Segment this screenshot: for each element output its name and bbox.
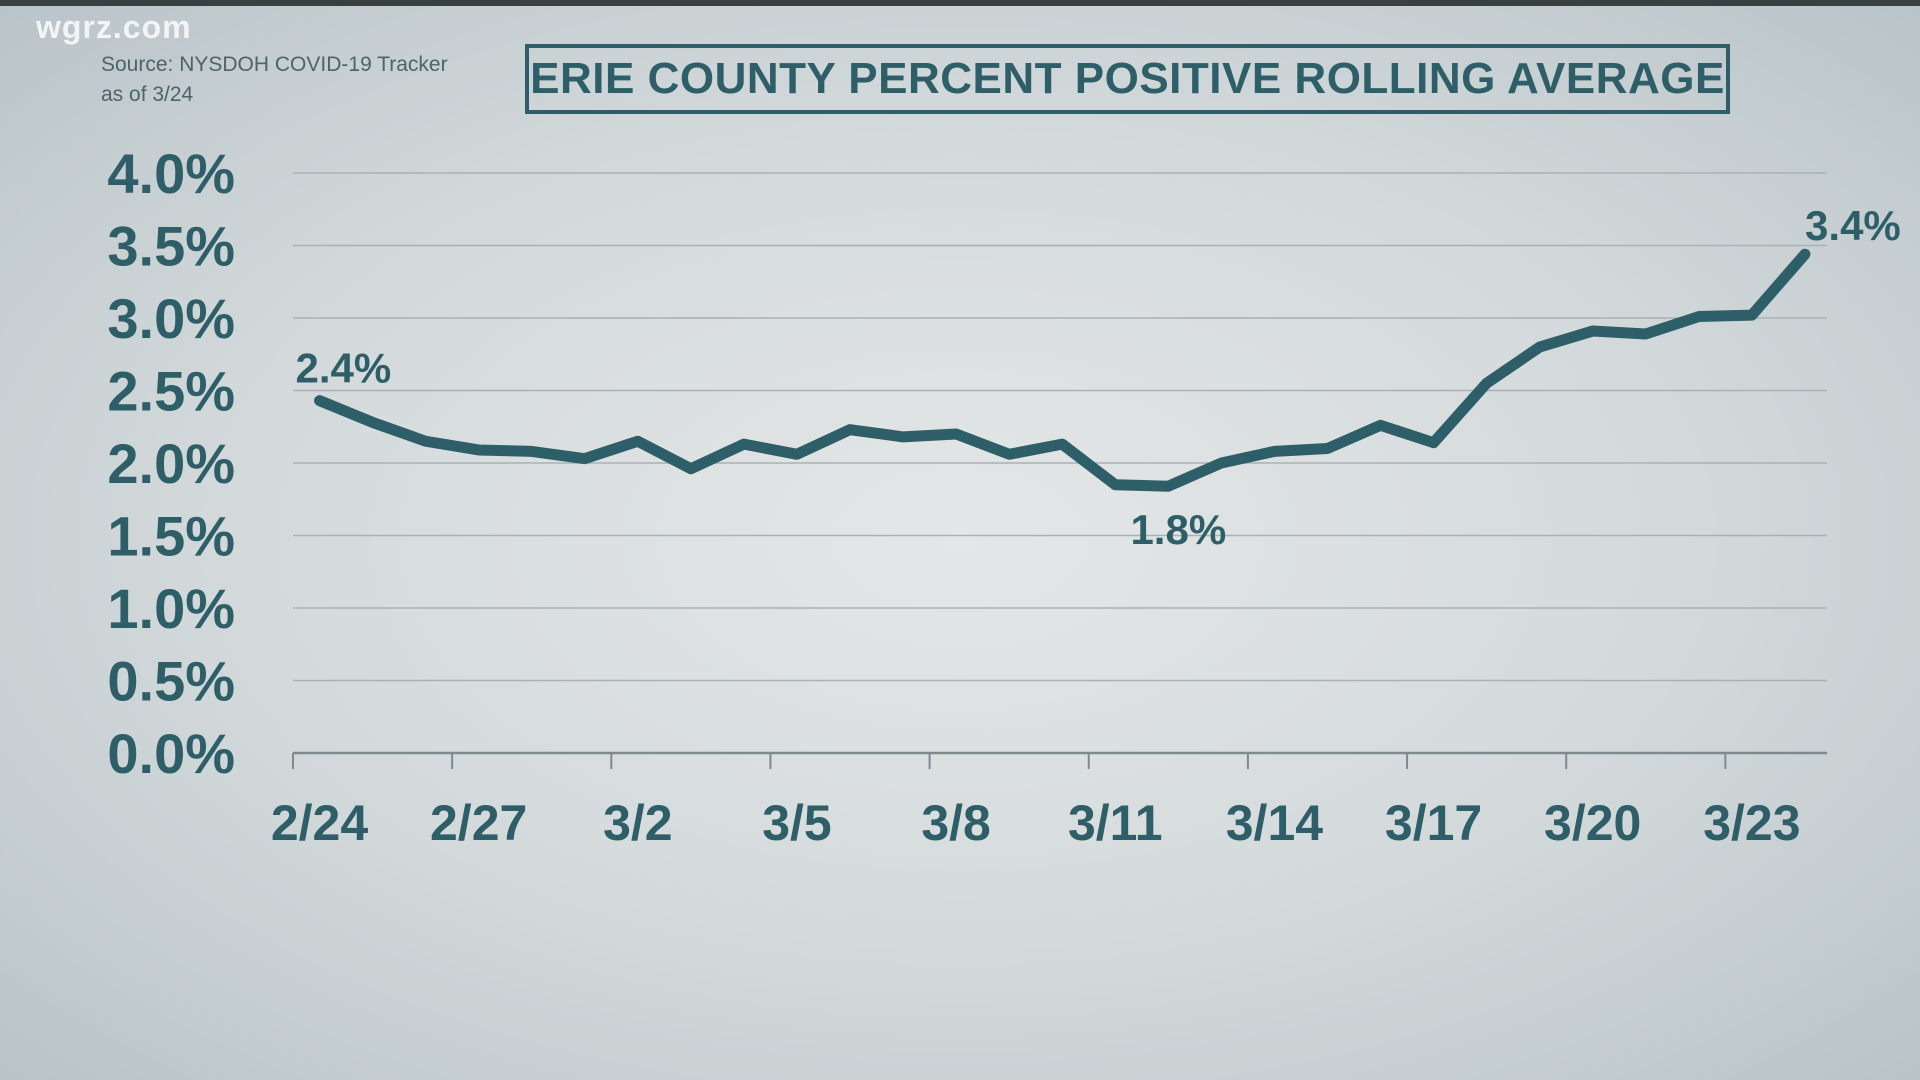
x-tick-label: 3/2	[603, 795, 673, 851]
x-tick-label: 3/20	[1544, 795, 1641, 851]
x-tick-label: 3/5	[762, 795, 832, 851]
top-bar	[0, 0, 1920, 6]
data-label: 2.4%	[296, 345, 392, 392]
x-tick-label: 3/8	[921, 795, 991, 851]
y-tick-label: 2.0%	[107, 432, 235, 495]
data-label: 3.4%	[1805, 202, 1901, 249]
y-tick-label: 2.5%	[107, 360, 235, 423]
x-tick-label: 3/17	[1385, 795, 1482, 851]
y-tick-label: 4.0%	[107, 142, 235, 205]
x-tick-label: 3/11	[1068, 795, 1163, 851]
data-label: 1.8%	[1130, 506, 1226, 553]
y-tick-label: 0.0%	[107, 722, 235, 785]
y-tick-label: 1.5%	[107, 505, 235, 568]
data-line	[314, 248, 1811, 492]
y-tick-label: 1.0%	[107, 577, 235, 640]
chart-title: ERIE COUNTY PERCENT POSITIVE ROLLING AVE…	[525, 44, 1730, 114]
source-note: Source: NYSDOH COVID-19 Tracker as of 3/…	[101, 50, 448, 110]
x-tick-label: 2/24	[271, 795, 369, 851]
x-tick-label: 3/14	[1226, 795, 1324, 851]
y-tick-label: 3.5%	[107, 215, 235, 278]
y-tick-label: 3.0%	[107, 287, 235, 350]
source-line: Source: NYSDOH COVID-19 Tracker	[101, 53, 448, 76]
x-tick-label: 2/27	[430, 795, 527, 851]
wgrz-watermark-logo: wgrz.com	[36, 9, 192, 45]
x-tick-label: 3/23	[1703, 795, 1800, 851]
y-tick-label: 0.5%	[107, 650, 235, 713]
as-of-line: as of 3/24	[101, 83, 194, 106]
